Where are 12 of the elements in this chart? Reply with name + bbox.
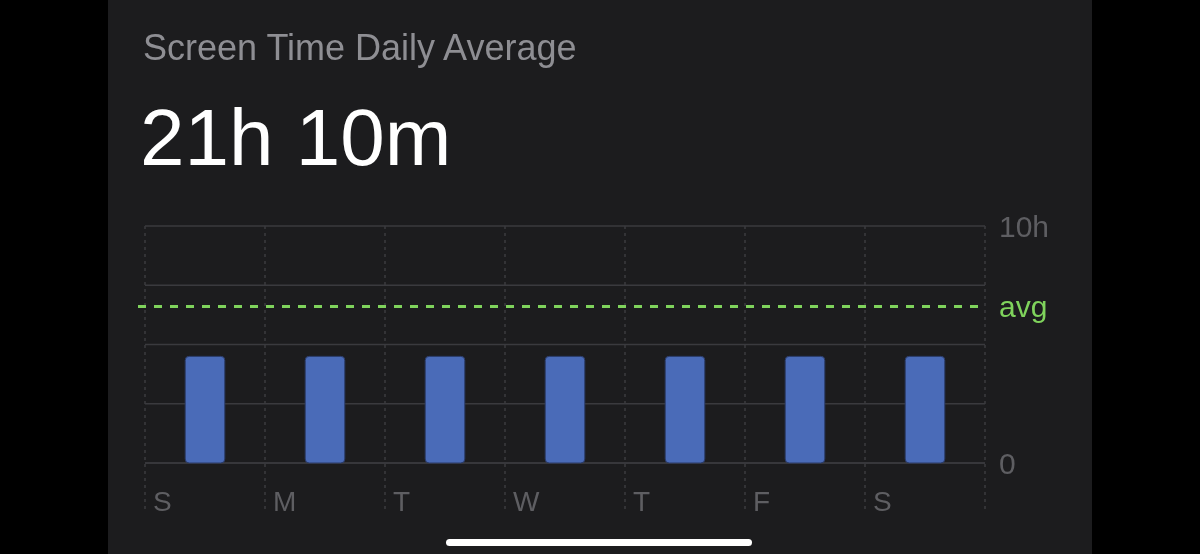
x-tick-label: T bbox=[393, 486, 411, 517]
x-tick-label: S bbox=[873, 486, 892, 517]
chart-subtitle: 21h 10m bbox=[140, 93, 452, 182]
y-tick-label: 10h bbox=[999, 209, 1050, 243]
ref-line-label: avg bbox=[999, 290, 1048, 324]
x-tick-label: F bbox=[753, 486, 771, 517]
x-tick-label: T bbox=[633, 486, 651, 517]
y-tick-label: 0 bbox=[999, 446, 1016, 480]
chart-title: Screen Time Daily Average bbox=[143, 27, 577, 68]
x-tick-label: S bbox=[153, 486, 172, 517]
x-tick-label: M bbox=[273, 486, 297, 517]
x-tick-label: W bbox=[513, 486, 540, 517]
